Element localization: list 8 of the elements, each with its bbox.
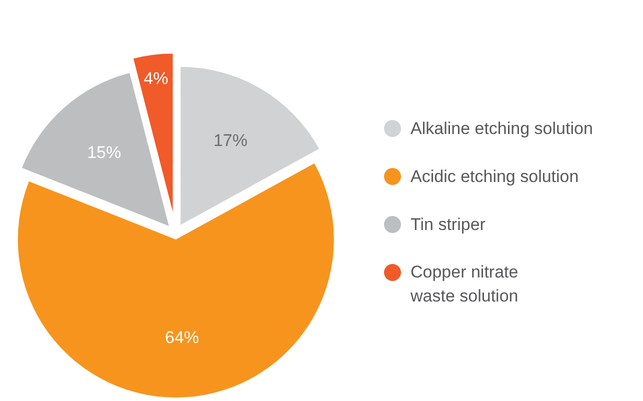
data-label: 17% bbox=[213, 131, 248, 150]
data-label: 15% bbox=[87, 143, 122, 162]
data-label: 4% bbox=[144, 68, 168, 88]
legend-label: Acidic etching solution bbox=[410, 167, 579, 186]
data-label: 64% bbox=[165, 328, 200, 347]
legend-label: Copper nitrate waste solution bbox=[410, 262, 518, 306]
legend-label: Tin striper bbox=[410, 215, 486, 234]
legend-label: Alkaline etching solution bbox=[410, 119, 593, 138]
